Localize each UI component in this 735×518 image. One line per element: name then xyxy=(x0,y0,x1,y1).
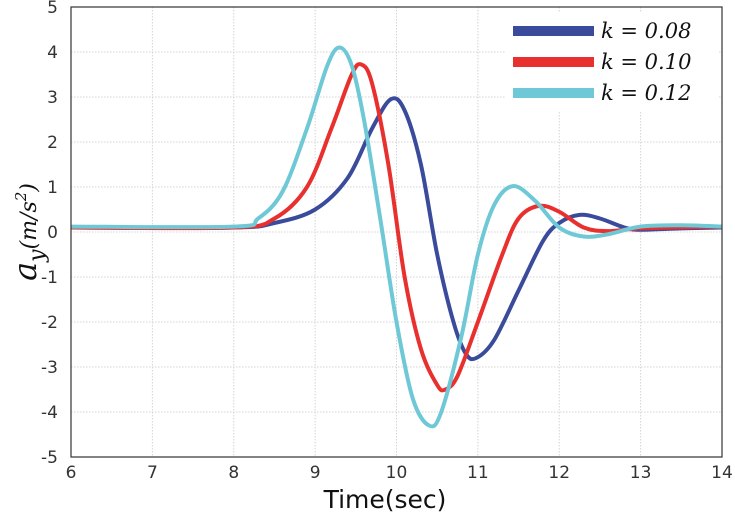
legend: k = 0.08 k = 0.10 k = 0.12 xyxy=(505,12,719,112)
legend-label: k = 0.10 xyxy=(601,50,691,74)
y-label-rest: (m/s xyxy=(17,201,42,249)
x-tick-label: 7 xyxy=(147,463,158,483)
y-tick-label: 0 xyxy=(47,223,58,243)
legend-label: k = 0.12 xyxy=(601,81,691,105)
x-tick-label: 12 xyxy=(548,463,570,483)
series-line xyxy=(70,45,723,429)
x-tick-label: 11 xyxy=(467,463,489,483)
y-tick-label: 3 xyxy=(47,88,58,108)
svg-text:ay(m/s2): ay(m/s2) xyxy=(6,183,50,281)
series-lines xyxy=(70,45,723,429)
x-axis-label: Time(sec) xyxy=(323,485,447,514)
series-line xyxy=(70,62,723,393)
y-tick-label: 5 xyxy=(47,0,58,18)
y-tick-label: -5 xyxy=(41,448,58,468)
series-line xyxy=(70,96,723,362)
x-tick-label: 6 xyxy=(66,463,77,483)
x-tick-label: 10 xyxy=(386,463,408,483)
y-tick-label: -3 xyxy=(41,358,58,378)
y-label-main: a xyxy=(6,262,44,281)
y-label-sub: y xyxy=(25,249,50,263)
x-tick-label: 14 xyxy=(711,463,733,483)
y-tick-label: 4 xyxy=(47,43,58,63)
x-tick-label: 8 xyxy=(228,463,239,483)
x-tick-label: 9 xyxy=(310,463,321,483)
y-tick-label: -1 xyxy=(41,268,58,288)
y-axis-label: ay(m/s2) xyxy=(6,183,50,281)
legend-label: k = 0.08 xyxy=(601,19,691,43)
y-tick-label: 1 xyxy=(47,178,58,198)
y-label-sup: 2 xyxy=(12,192,30,203)
x-tick-label: 13 xyxy=(630,463,652,483)
y-tick-label: -4 xyxy=(41,403,58,423)
plot-frame xyxy=(70,6,723,458)
y-label-close: ) xyxy=(17,183,42,193)
y-tick-label: -2 xyxy=(41,313,58,333)
y-tick-label: 2 xyxy=(47,133,58,153)
